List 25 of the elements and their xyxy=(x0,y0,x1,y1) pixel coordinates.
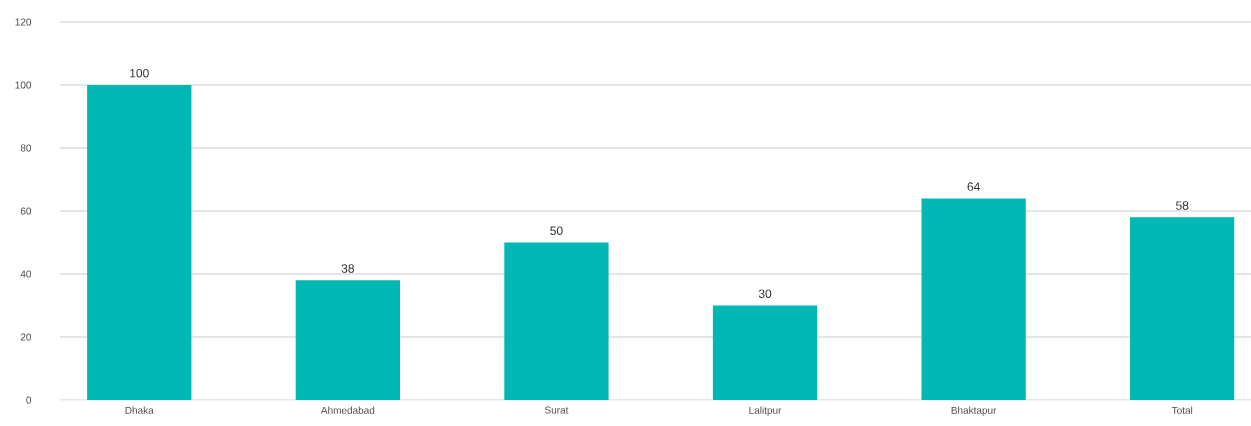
y-tick-label: 40 xyxy=(20,270,32,278)
x-tick-label: Bhaktapur xyxy=(951,406,997,416)
x-tick-label: Ahmedabad xyxy=(320,406,375,414)
x-tick-label: Lalitpur xyxy=(749,406,782,416)
bar xyxy=(921,198,1026,400)
data-label: 58 xyxy=(1176,201,1189,210)
data-label: 64 xyxy=(967,182,980,191)
y-tick-label: 120 xyxy=(15,18,32,26)
x-tick-label: Surat xyxy=(544,406,569,414)
data-label: 100 xyxy=(130,68,149,78)
data-label: 38 xyxy=(341,264,354,273)
bar xyxy=(295,280,400,400)
data-label: 50 xyxy=(550,226,563,235)
y-tick-label: 100 xyxy=(15,81,32,89)
bar xyxy=(712,305,818,400)
y-tick-label: 0 xyxy=(26,396,32,404)
y-tick-label: 60 xyxy=(20,207,32,215)
bar xyxy=(1130,217,1235,400)
data-label: 30 xyxy=(758,289,772,298)
x-tick-label: Total xyxy=(1171,406,1193,414)
y-tick-label: 20 xyxy=(20,333,32,341)
y-tick-label: 80 xyxy=(20,144,32,152)
bar xyxy=(87,85,192,400)
x-tick-label: Dhaka xyxy=(125,406,154,414)
bar xyxy=(504,242,609,400)
